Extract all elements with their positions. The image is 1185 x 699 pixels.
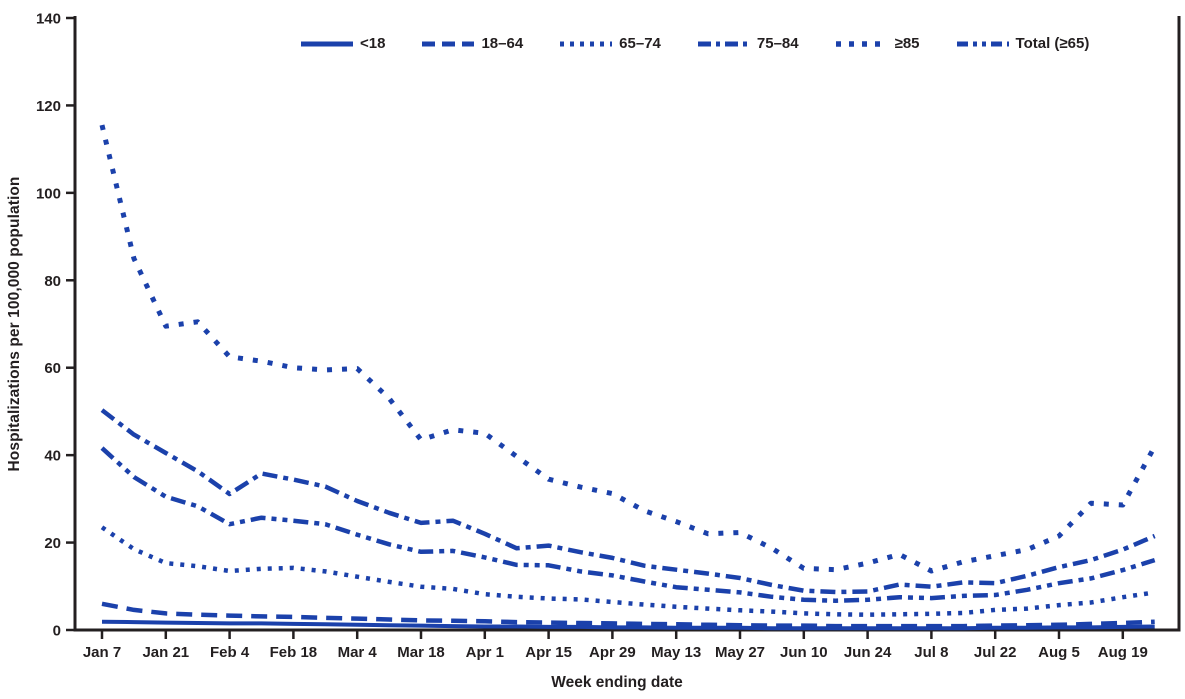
x-tick-label: Aug 19 xyxy=(1098,644,1148,661)
x-tick-label: Apr 29 xyxy=(589,644,636,661)
series-line-total-65- xyxy=(100,446,1156,603)
x-tick-label: Jul 8 xyxy=(914,644,948,661)
legend-item-75-84: 75–84 xyxy=(697,35,799,52)
legend-label: 65–74 xyxy=(619,35,661,52)
x-tick-label: May 27 xyxy=(715,644,765,661)
legend-label: ≥85 xyxy=(894,35,920,52)
x-tick-label: Jun 10 xyxy=(780,644,828,661)
y-axis-title: Hospitalizations per 100,000 population xyxy=(6,176,23,472)
x-tick-label: Apr 15 xyxy=(525,644,572,661)
x-tick-label: Feb 18 xyxy=(270,644,318,661)
legend-swatch-square-dot-icon xyxy=(835,40,888,47)
chart-legend: <18 18–64 65–74 75–84 ≥85 Total (≥65) xyxy=(300,35,1089,52)
x-tick-label: May 13 xyxy=(651,644,701,661)
legend-item-18-64: 18–64 xyxy=(421,35,523,52)
y-tick-label: 120 xyxy=(36,98,61,115)
x-tick-label: Mar 18 xyxy=(397,644,445,661)
legend-swatch-dash-dot-dot-icon xyxy=(956,41,1009,46)
x-tick-label: Jan 21 xyxy=(142,644,189,661)
y-tick-label: 40 xyxy=(44,448,61,465)
y-tick-label: 0 xyxy=(53,623,61,640)
legend-label: Total (≥65) xyxy=(1015,35,1090,52)
series-line-65-74 xyxy=(100,525,1156,617)
legend-label: 75–84 xyxy=(756,35,799,52)
y-tick-label: 100 xyxy=(36,185,61,202)
y-tick-label: 60 xyxy=(44,360,61,377)
series-line-18-64 xyxy=(101,601,1155,629)
legend-swatch-solid-icon xyxy=(301,41,353,46)
legend-item-total-65-: Total (≥65) xyxy=(956,35,1090,52)
x-tick-label: Mar 4 xyxy=(338,644,378,661)
x-tick-label: Feb 4 xyxy=(210,644,250,661)
x-tick-label: Aug 5 xyxy=(1038,644,1080,661)
x-tick-label: Jun 24 xyxy=(844,644,892,661)
legend-label: <18 xyxy=(360,35,386,52)
y-tick-label: 80 xyxy=(44,273,61,290)
legend-item--85: ≥85 xyxy=(835,35,920,52)
legend-item-65-74: 65–74 xyxy=(559,35,661,52)
x-tick-label: Jan 7 xyxy=(83,644,121,661)
legend-swatch-dashed-icon xyxy=(422,41,475,46)
x-tick-label: Jul 22 xyxy=(974,644,1017,661)
legend-swatch-dotted-icon xyxy=(560,41,613,46)
y-tick-label: 140 xyxy=(36,11,61,28)
legend-item--18: <18 xyxy=(300,35,385,52)
x-axis-title: Week ending date xyxy=(551,674,683,691)
x-tick-label: Apr 1 xyxy=(466,644,504,661)
legend-label: 18–64 xyxy=(481,35,524,52)
legend-swatch-dash-dot-icon xyxy=(697,41,750,46)
series-line--85 xyxy=(99,124,1157,574)
y-tick-label: 20 xyxy=(44,535,61,552)
series-line-75-84 xyxy=(100,408,1156,595)
